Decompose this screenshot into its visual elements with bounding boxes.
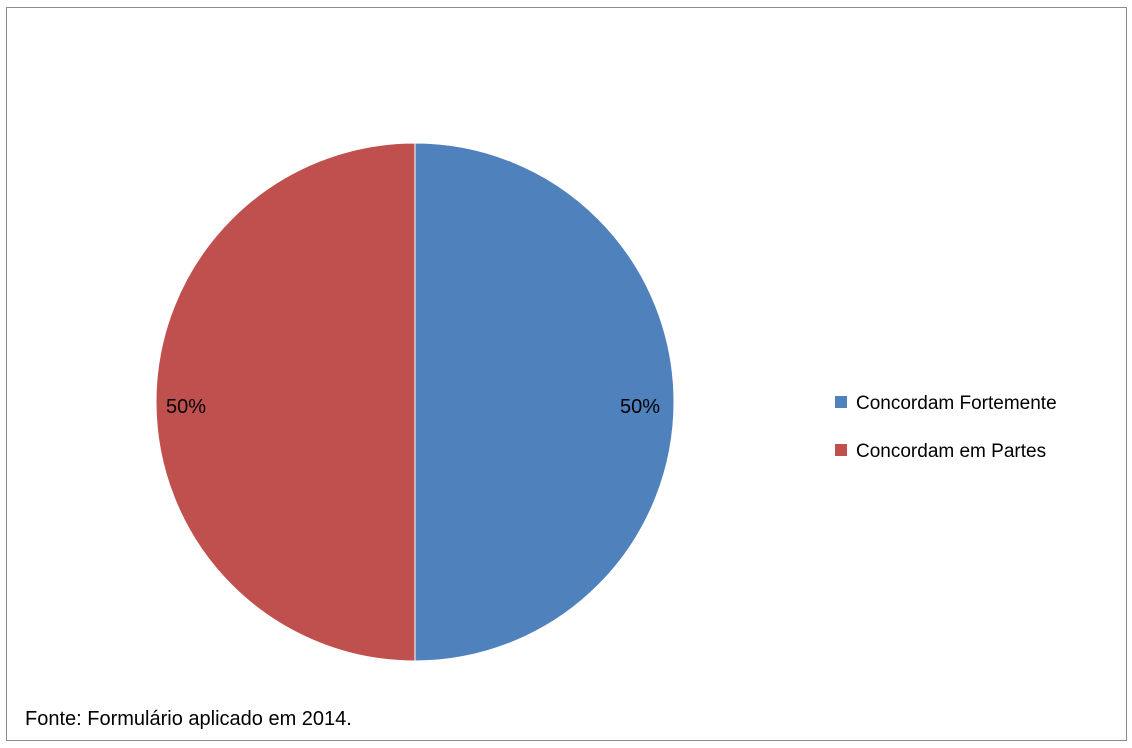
legend-label-concordam-fortemente: Concordam Fortemente xyxy=(856,393,1057,414)
pie-data-labels: 50% 50% xyxy=(166,396,660,418)
pie-slices xyxy=(155,142,675,662)
data-label-concordam-em-partes: 50% xyxy=(166,396,206,418)
source-note: Fonte: Formulário aplicado em 2014. xyxy=(25,708,352,730)
pie-slice-concordam-em-partes xyxy=(155,142,416,662)
pie-slice-concordam-fortemente xyxy=(414,142,675,662)
legend-swatch-concordam-fortemente xyxy=(835,396,847,408)
legend-swatch-concordam-em-partes xyxy=(835,444,847,456)
data-label-concordam-fortemente: 50% xyxy=(620,396,660,418)
legend-label-concordam-em-partes: Concordam em Partes xyxy=(856,441,1046,462)
legend: Concordam Fortemente Concordam em Partes xyxy=(835,393,1057,462)
